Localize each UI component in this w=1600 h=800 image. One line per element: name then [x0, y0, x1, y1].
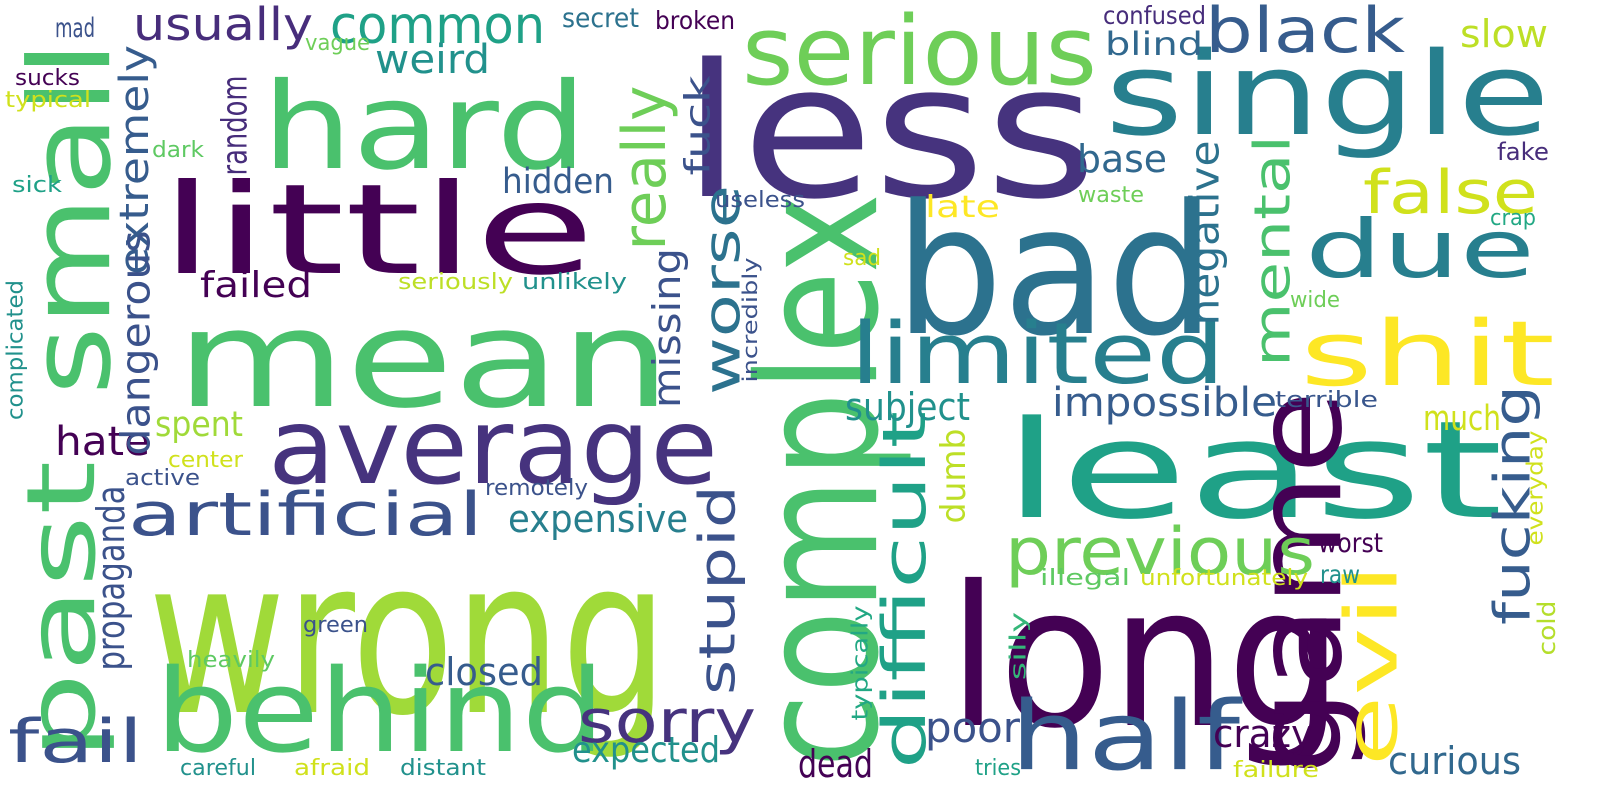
word-raw: raw	[1320, 560, 1360, 589]
word-bad: bad	[895, 167, 1215, 376]
word-random: random	[215, 75, 255, 175]
word-everyday: everyday	[1523, 430, 1548, 545]
word-confused: confused	[1103, 1, 1206, 30]
word-silly: silly	[1005, 611, 1031, 681]
word-mad: mad	[55, 13, 95, 44]
word-single: single	[1105, 28, 1550, 162]
word-active: active	[125, 466, 200, 491]
word-incredibly: incredibly	[738, 257, 762, 382]
word-serious: serious	[742, 0, 1097, 107]
word-expensive: expensive	[508, 497, 688, 541]
word-base: base	[1077, 137, 1167, 181]
word-waste: waste	[1078, 183, 1144, 208]
word-mean: mean	[176, 281, 671, 438]
word-subject: subject	[845, 385, 970, 429]
word-worst: worst	[1318, 528, 1383, 559]
word-useless: useless	[715, 188, 805, 213]
word-half: half	[1010, 682, 1240, 792]
word-unlikely: unlikely	[522, 270, 627, 295]
word-wide: wide	[1290, 288, 1340, 313]
word-sorry: sorry	[578, 687, 756, 757]
word-missing: missing	[645, 248, 689, 408]
word-heavily: heavily	[187, 648, 275, 673]
word-dangerous: dangerous	[113, 230, 160, 455]
word-negative: negative	[1181, 140, 1228, 325]
word-slow: slow	[1460, 12, 1548, 56]
word-careful: careful	[180, 756, 256, 781]
word-complicated: complicated	[3, 280, 29, 420]
word-fail: fail	[8, 707, 143, 777]
word-expected: expected	[572, 730, 720, 771]
word-wrong: wrong	[148, 512, 668, 763]
word-behind: behind	[155, 645, 605, 779]
word-really: really	[609, 85, 680, 250]
word-hidden: hidden	[502, 162, 614, 202]
word-hard: hard	[262, 58, 587, 197]
word-late: late	[925, 190, 1000, 225]
word-long: long	[948, 544, 1343, 771]
word-closed: closed	[425, 650, 543, 694]
word-cold: cold	[1533, 600, 1561, 655]
word-much: much	[1423, 399, 1501, 439]
word-due: due	[1305, 203, 1535, 296]
word-terrible: terrible	[1275, 388, 1378, 413]
word-secret: secret	[562, 3, 639, 34]
word-failed: failed	[200, 265, 312, 306]
word-propaganda: propaganda	[89, 485, 133, 670]
word-vague: vague	[305, 31, 370, 56]
word-green: green	[303, 613, 368, 638]
word-little: little	[160, 158, 595, 303]
word-center: center	[168, 448, 243, 473]
word-artificial: artificial	[128, 480, 483, 550]
word-crazy: crazy	[1213, 712, 1313, 756]
word-previous: previous	[1005, 515, 1315, 590]
word-afraid: afraid	[294, 756, 370, 781]
word-blind: blind	[1105, 25, 1203, 63]
word-false: false	[1363, 158, 1538, 228]
word-illegal: illegal	[1040, 566, 1130, 591]
word-black: black	[1205, 0, 1405, 67]
word-stupid: stupid	[688, 485, 746, 695]
word-fuck: fuck	[679, 75, 719, 175]
word-dead: dead	[798, 742, 873, 786]
word-spent: spent	[155, 405, 243, 445]
word-sick: sick	[12, 173, 62, 198]
word-broken: broken	[655, 6, 735, 35]
word-typically: typically	[847, 605, 873, 720]
word-least: least	[1003, 392, 1503, 549]
word-usually: usually	[133, 0, 313, 51]
word-sucks: sucks	[15, 66, 80, 91]
word-evil: evil	[1328, 563, 1413, 767]
word-limited: limited	[850, 305, 1225, 404]
word-tries: tries	[975, 756, 1021, 781]
word-hate: hate	[55, 419, 150, 465]
word-less: less	[682, 24, 1097, 240]
word-impossible: impossible	[1052, 380, 1277, 426]
word-distant: distant	[400, 756, 486, 781]
word-dark: dark	[152, 138, 204, 163]
word-unfortunately: unfortunately	[1140, 566, 1308, 591]
word-mental: mental	[1243, 135, 1302, 367]
word-dumb: dumb	[934, 428, 974, 523]
word-average: average	[268, 386, 718, 508]
word-remotely: remotely	[485, 476, 588, 501]
word-poor: poor	[925, 703, 1020, 752]
word-crap: crap	[1490, 206, 1536, 231]
word-fake: fake	[1497, 138, 1549, 166]
word-common: common	[330, 0, 545, 56]
word-curious: curious	[1388, 739, 1521, 783]
word-typical: typical	[5, 88, 91, 113]
word-weird: weird	[375, 37, 490, 83]
word-shit: shit	[1300, 302, 1555, 407]
word-sad: sad	[843, 246, 881, 271]
word-seriously: seriously	[398, 270, 513, 295]
word-failure: failure	[1233, 758, 1319, 783]
